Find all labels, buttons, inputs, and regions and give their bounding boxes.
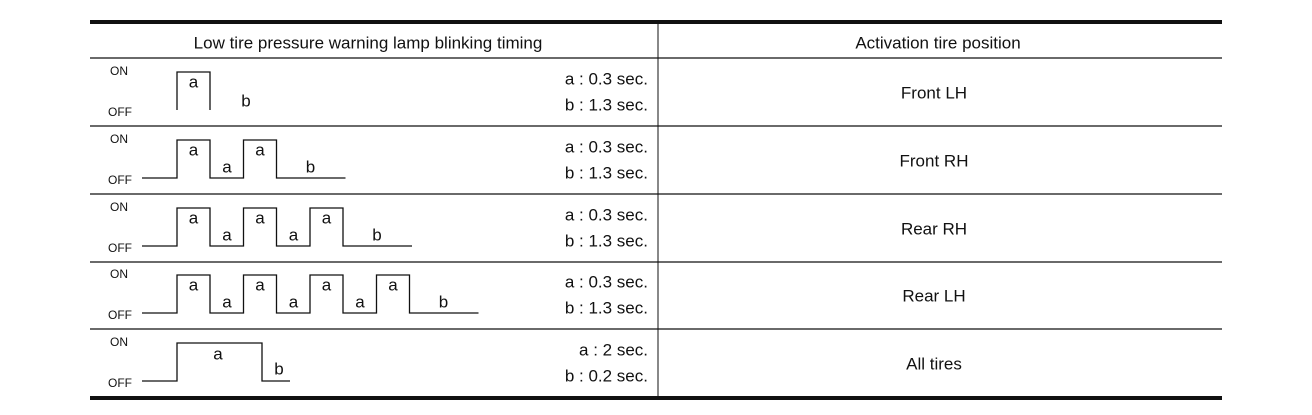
waveform [142,274,479,314]
tire-position: Front RH [900,151,969,170]
tire-position: All tires [906,354,962,373]
timing: a : 0.3 sec. [565,137,648,156]
wave-label: b [439,292,448,311]
timing: a : 0.3 sec. [565,272,648,291]
tire-position: Front LH [901,83,967,102]
on-label: ON [110,132,128,146]
off-label: OFF [108,105,132,119]
waveform [176,71,211,110]
on-label: ON [110,267,128,281]
tire-position: Rear RH [901,219,967,238]
wave-label: a [189,140,199,159]
wave-label: a [255,208,265,227]
timing: a : 0.3 sec. [565,69,648,88]
wave-label: a [289,292,299,311]
wave-label: b [372,225,381,244]
wave-label: a [189,275,199,294]
wave-label: b [274,359,283,378]
timing: a : 0.3 sec. [565,205,648,224]
timing: a : 2 sec. [579,340,648,359]
off-label: OFF [108,241,132,255]
timing: b : 1.3 sec. [565,298,648,317]
wave-label: a [289,225,299,244]
waveform [142,139,346,179]
wave-label: a [255,275,265,294]
header-cell: Low tire pressure warning lamp blinking … [194,33,543,52]
wave-label: a [189,72,199,91]
off-label: OFF [108,173,132,187]
timing: b : 1.3 sec. [565,231,648,250]
timing: b : 1.3 sec. [565,95,648,114]
wave-label: a [355,292,365,311]
wave-label: a [388,275,398,294]
wave-label: a [322,275,332,294]
wave-label: a [222,157,232,176]
wave-label: a [213,344,223,363]
timing: b : 0.2 sec. [565,366,648,385]
on-label: ON [110,64,128,78]
off-label: OFF [108,376,132,390]
off-label: OFF [108,308,132,322]
tire-position: Rear LH [902,286,965,305]
header-cell: Activation tire position [855,33,1020,52]
wave-label: a [222,225,232,244]
waveform [142,342,290,382]
on-label: ON [110,200,128,214]
wave-label: a [255,140,265,159]
waveform [142,207,412,247]
timing: b : 1.3 sec. [565,163,648,182]
wave-label: b [306,157,315,176]
on-label: ON [110,335,128,349]
wave-label: a [189,208,199,227]
wave-label: b [241,91,250,110]
wave-label: a [322,208,332,227]
wave-label: a [222,292,232,311]
